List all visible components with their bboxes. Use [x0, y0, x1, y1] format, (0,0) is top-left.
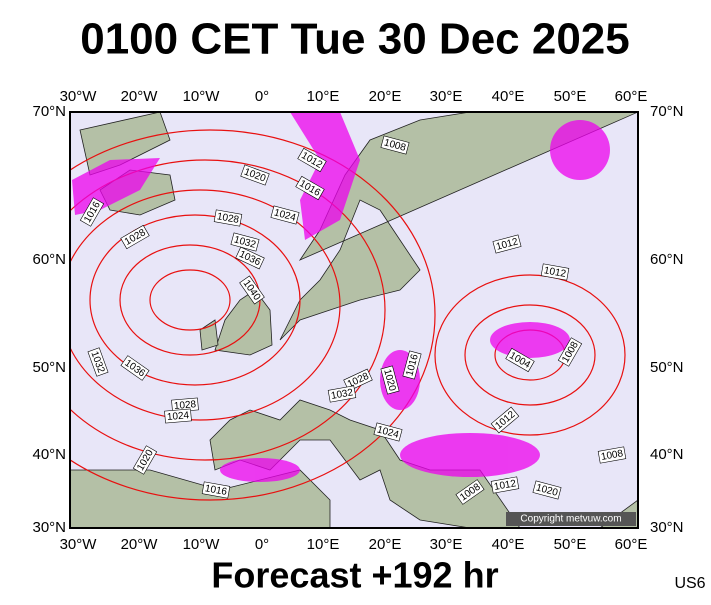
isobar-label-text: 1016 — [204, 483, 228, 498]
isobar-label-box — [343, 368, 373, 392]
title: 0100 CET Tue 30 Dec 2025 — [80, 15, 630, 64]
isobar-label: 1028 — [213, 209, 243, 227]
isobar-label: 1020 — [380, 365, 400, 395]
isobar-label-text: 1008 — [600, 448, 624, 463]
isobar-label-box — [597, 446, 627, 464]
lon-label-bottom: 0° — [255, 536, 269, 553]
lat-label-left: 60°N — [32, 251, 66, 268]
isobar-label-box — [79, 197, 105, 227]
lat-label-right: 40°N — [650, 446, 684, 463]
lon-label-bottom: 30°E — [430, 536, 463, 553]
isobar-label-box — [540, 263, 570, 281]
isobar-label-box — [532, 480, 562, 500]
lon-label-bottom: 40°E — [492, 536, 525, 553]
isobar-label-box — [455, 479, 485, 505]
isobar-label-text: 1024 — [166, 410, 190, 423]
isobar-label-text: 1012 — [493, 478, 517, 493]
lon-label-top: 40°E — [492, 88, 525, 105]
isobar-label-box — [327, 385, 357, 403]
isobar-label: 1016 — [402, 350, 422, 380]
isobar-label-box — [380, 365, 400, 395]
isobar-label-box — [120, 355, 150, 381]
lat-label-right: 50°N — [650, 359, 684, 376]
precipitation — [72, 112, 610, 482]
isobar-label-box — [201, 481, 231, 499]
lon-label-top: 30°E — [430, 88, 463, 105]
map: 1012101610201024102810321036104010161028… — [32, 88, 684, 553]
isobar-label: 1008 — [597, 446, 627, 464]
isobar-label-box — [297, 147, 327, 173]
isobar-label-box — [557, 337, 583, 367]
isobar-label: 1024 — [373, 422, 403, 442]
map-body: 1012101610201024102810321036104010161028… — [70, 112, 638, 528]
lat-label-left: 70°N — [32, 103, 66, 120]
lon-label-bottom: 60°E — [615, 536, 648, 553]
lat-label-right: 60°N — [650, 251, 684, 268]
isobar-label-box — [132, 445, 158, 475]
isobar-label-box — [213, 209, 243, 227]
isobar-label-box — [490, 476, 520, 494]
isobar-label-text: 1028 — [173, 399, 197, 412]
isobar-label-box — [270, 205, 300, 225]
lon-label-top: 50°E — [554, 88, 587, 105]
isobar-label-box — [235, 246, 265, 270]
isobar-label: 1024 — [164, 408, 192, 424]
model-code: US6 — [674, 575, 705, 592]
copyright: Copyright metvuw.com — [520, 514, 621, 525]
isobar-label: 1032 — [230, 232, 260, 252]
isobar-label: 1008 — [380, 135, 410, 155]
isobar-label-box — [492, 234, 522, 254]
lon-label-top: 0° — [255, 88, 269, 105]
lon-label-bottom: 10°W — [183, 536, 221, 553]
lon-label-top: 60°E — [615, 88, 648, 105]
lon-label-bottom: 50°E — [554, 536, 587, 553]
lon-label-bottom: 20°W — [121, 536, 159, 553]
lon-label-bottom: 30°W — [60, 536, 98, 553]
lon-label-bottom: 10°E — [307, 536, 340, 553]
isobar-label-box — [230, 232, 260, 252]
lon-label-top: 20°W — [121, 88, 159, 105]
isobar-label-box — [120, 224, 150, 250]
isobar-label-text: 1012 — [543, 265, 567, 280]
copyright-box — [506, 512, 636, 526]
isobar-label: 1032 — [327, 385, 357, 403]
lon-label-top: 30°W — [60, 88, 98, 105]
isobar-label-box — [505, 347, 535, 373]
isobar-label: 1012 — [490, 476, 520, 494]
isobar-label-box — [164, 408, 192, 424]
isobar-label-box — [87, 347, 109, 377]
isobar-label: 1012 — [540, 263, 570, 281]
lon-label-bottom: 20°E — [369, 536, 402, 553]
forecast-label: Forecast +192 hr — [211, 555, 498, 596]
lon-label-top: 10°W — [183, 88, 221, 105]
lat-label-left: 50°N — [32, 359, 66, 376]
isobar-label-box — [490, 406, 520, 434]
isobars — [70, 129, 626, 501]
isobar-label-box — [373, 422, 403, 442]
lon-label-top: 20°E — [369, 88, 402, 105]
lat-label-right: 30°N — [650, 519, 684, 536]
lat-label-left: 40°N — [32, 446, 66, 463]
isobar-label: 1020 — [532, 480, 562, 500]
isobar-label-box — [380, 135, 410, 155]
isobar-label: 1012 — [492, 234, 522, 254]
isobar-label: 1028 — [171, 397, 199, 413]
isobar-label: 1016 — [201, 481, 231, 499]
lon-label-top: 10°E — [307, 88, 340, 105]
isobar-label-box — [240, 164, 270, 186]
isobar-label: 1024 — [270, 205, 300, 225]
isobar-label-box — [295, 175, 325, 201]
isobar-label-box — [402, 350, 422, 380]
lat-label-right: 70°N — [650, 103, 684, 120]
isobar-label-box — [239, 275, 265, 305]
lat-label-left: 30°N — [32, 519, 66, 536]
map-frame — [69, 111, 639, 529]
isobar-label-text: 1032 — [330, 387, 354, 402]
isobar-label-text: 1028 — [216, 211, 240, 226]
